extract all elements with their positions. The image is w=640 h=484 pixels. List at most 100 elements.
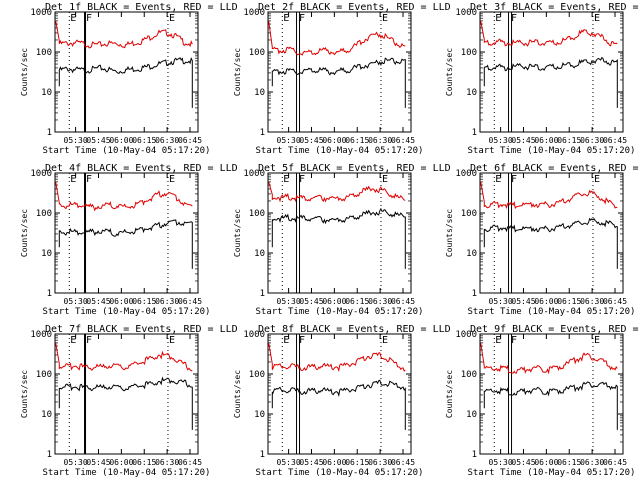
panel-title: Det 5f BLACK = Events, RED = LLD	[258, 163, 451, 174]
y-tick-label: 10	[41, 410, 52, 420]
y-axis-label: Counts/sec	[445, 370, 454, 418]
x-tick-label: 06:00	[534, 136, 558, 145]
x-tick-label: 05:30	[277, 297, 301, 306]
x-tick-label: 05:45	[86, 297, 110, 306]
x-tick-label: 06:45	[603, 458, 627, 467]
y-tick-label: 10	[466, 410, 477, 420]
marker-label: E	[70, 335, 76, 346]
lld-series-line	[268, 20, 406, 56]
marker-label: F	[511, 174, 517, 185]
y-tick-label: 1000	[455, 330, 477, 340]
x-tick-label: 05:45	[511, 297, 535, 306]
marker-label: F	[299, 174, 305, 185]
y-axis-label: Counts/sec	[445, 48, 454, 96]
marker-label: E	[382, 174, 388, 185]
lld-series-line	[480, 342, 618, 375]
events-series-line	[271, 207, 406, 269]
x-tick-label: 06:30	[155, 458, 179, 467]
lld-series-line	[268, 181, 406, 203]
x-tick-label: 06:30	[155, 297, 179, 306]
x-tick-label: 06:00	[322, 136, 346, 145]
marker-label: E	[382, 335, 388, 346]
marker-label: E	[495, 174, 501, 185]
y-tick-label: 10	[466, 88, 477, 98]
x-tick-label: 06:30	[368, 136, 392, 145]
y-tick-label: 1000	[455, 8, 477, 18]
marker-label: E	[283, 13, 289, 24]
y-tick-label: 10	[41, 249, 52, 259]
panel-title: Det 4f BLACK = Events, RED = LLD	[45, 163, 238, 174]
x-tick-label: 06:00	[109, 458, 133, 467]
x-tick-label: 06:45	[178, 458, 202, 467]
y-tick-label: 1000	[243, 8, 265, 18]
y-tick-label: 100	[249, 370, 265, 380]
panel-title: Det 9f BLACK = Events, RED = LLD	[470, 324, 640, 335]
events-series-line	[58, 376, 193, 430]
marker-label: E	[594, 174, 600, 185]
x-tick-label: 05:45	[299, 136, 323, 145]
y-tick-label: 10	[466, 249, 477, 259]
y-tick-label: 1000	[455, 169, 477, 179]
panel-title: Det 3f BLACK = Events, RED = LLD	[470, 2, 640, 13]
events-series-line	[271, 379, 406, 430]
panel-6: Det 6f BLACK = Events, RED = LLD 1 10 100 10…	[445, 163, 640, 317]
y-tick-label: 10	[254, 249, 265, 259]
y-tick-label: 1	[472, 128, 477, 138]
panel-title: Det 7f BLACK = Events, RED = LLD	[45, 324, 238, 335]
marker-label: E	[169, 13, 175, 24]
y-tick-label: 100	[461, 48, 477, 58]
marker-label: F	[86, 335, 92, 346]
x-axis-label: Start Time (10-May-04 05:17:20)	[43, 146, 211, 156]
y-tick-label: 1000	[30, 8, 52, 18]
x-tick-label: 06:30	[368, 297, 392, 306]
events-series-line	[271, 57, 406, 108]
x-tick-label: 06:30	[580, 458, 604, 467]
panel-title: Det 8f BLACK = Events, RED = LLD	[258, 324, 451, 335]
y-tick-label: 100	[36, 209, 52, 219]
plot-frame	[54, 11, 199, 133]
x-tick-label: 06:30	[580, 297, 604, 306]
marker-label: E	[594, 13, 600, 24]
y-tick-label: 1	[472, 289, 477, 299]
x-tick-label: 06:30	[155, 136, 179, 145]
x-tick-label: 06:45	[391, 136, 415, 145]
y-tick-label: 1	[47, 128, 52, 138]
x-tick-label: 05:30	[489, 458, 513, 467]
marker-label: E	[283, 335, 289, 346]
marker-label: E	[169, 335, 175, 346]
y-tick-label: 1000	[30, 169, 52, 179]
x-tick-label: 06:00	[534, 297, 558, 306]
y-tick-label: 10	[41, 88, 52, 98]
plot-frame	[479, 333, 624, 455]
x-tick-label: 06:15	[345, 458, 369, 467]
marker-label: F	[511, 335, 517, 346]
events-series-line	[483, 56, 618, 108]
x-tick-label: 05:45	[511, 458, 535, 467]
y-tick-label: 10	[254, 410, 265, 420]
marker-label: E	[70, 13, 76, 24]
x-tick-label: 06:45	[603, 297, 627, 306]
y-tick-label: 100	[36, 370, 52, 380]
plot-frame	[267, 11, 412, 133]
y-tick-label: 100	[249, 48, 265, 58]
x-tick-label: 06:45	[391, 297, 415, 306]
x-tick-label: 06:30	[368, 458, 392, 467]
x-axis-label: Start Time (10-May-04 05:17:20)	[468, 468, 636, 478]
panel-2: Det 2f BLACK = Events, RED = LLD 1 10 100 10…	[233, 2, 451, 156]
x-tick-label: 05:30	[489, 297, 513, 306]
x-tick-label: 06:15	[557, 458, 581, 467]
y-tick-label: 1000	[243, 330, 265, 340]
events-series-line	[483, 381, 618, 430]
plot-frame	[54, 333, 199, 455]
y-tick-label: 100	[249, 209, 265, 219]
panel-8: Det 8f BLACK = Events, RED = LLD 1 10 100 10…	[233, 324, 451, 478]
y-axis-label: Counts/sec	[20, 48, 29, 96]
x-tick-label: 06:15	[345, 297, 369, 306]
marker-label: E	[283, 174, 289, 185]
marker-label: E	[495, 13, 501, 24]
events-series-line	[58, 219, 193, 269]
events-series-line	[58, 56, 193, 108]
x-tick-label: 05:45	[299, 297, 323, 306]
